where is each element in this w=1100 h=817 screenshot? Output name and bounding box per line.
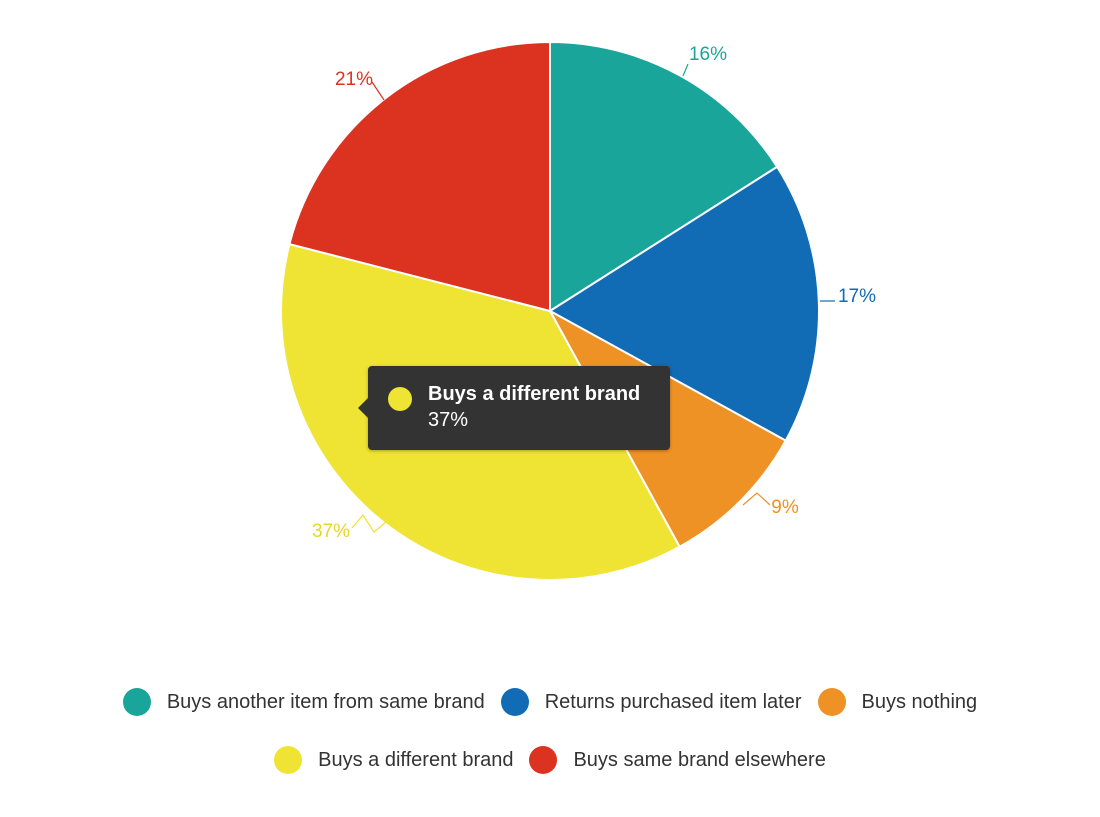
- legend-dot-icon: [817, 688, 846, 716]
- tooltip-value: 37%: [428, 409, 469, 431]
- legend-label: Buys another item from same brand: [166, 690, 485, 713]
- legend-label: Buys a different brand: [318, 748, 514, 771]
- legend-item-different-brand[interactable]: Buys a different brand: [274, 746, 513, 774]
- slice-percent-label: 16%: [689, 44, 727, 65]
- label-connector-line: [351, 513, 387, 533]
- legend-label: Returns purchased item later: [544, 690, 802, 713]
- legend-item-buys-nothing[interactable]: Buys nothing: [817, 688, 978, 716]
- slice-percent-label: 21%: [335, 69, 373, 90]
- pie-chart: 16% 17% 9% 37% 21%: [280, 40, 876, 581]
- legend-row-2: Buys a different brand Buys same brand e…: [0, 746, 1100, 774]
- legend-item-same-brand-elsewhere[interactable]: Buys same brand elsewhere: [529, 746, 826, 774]
- pie-slice-returns-purchased-item-later[interactable]: [548, 165, 820, 442]
- slice-percent-label: 17%: [838, 286, 876, 307]
- legend-item-same-brand-item[interactable]: Buys another item from same brand: [122, 688, 485, 716]
- label-connector-line: [682, 63, 689, 77]
- legend-label: Buys nothing: [861, 690, 978, 713]
- legend-dot-icon: [274, 746, 303, 774]
- label-connector-line: [742, 492, 771, 506]
- legend-item-returns[interactable]: Returns purchased item later: [500, 688, 802, 716]
- slice-percent-label: 9%: [771, 497, 799, 518]
- tooltip: Buys a different brand 37%: [358, 366, 670, 450]
- tooltip-title: Buys a different brand: [428, 383, 641, 405]
- legend-label: Buys same brand elsewhere: [573, 748, 826, 771]
- legend-dot-icon: [500, 688, 529, 716]
- legend-dot-icon: [122, 688, 151, 716]
- legend-dot-icon: [529, 746, 558, 774]
- tooltip-color-dot: [388, 387, 412, 411]
- slice-percent-label: 37%: [312, 521, 350, 542]
- legend-row-1: Buys another item from same brand Return…: [0, 688, 1100, 716]
- label-connector-line: [371, 81, 385, 101]
- pie-slice-buys-another-item-from-same-brand[interactable]: [549, 40, 779, 313]
- pie-slice-buys-same-brand-elsewhere[interactable]: [288, 40, 551, 313]
